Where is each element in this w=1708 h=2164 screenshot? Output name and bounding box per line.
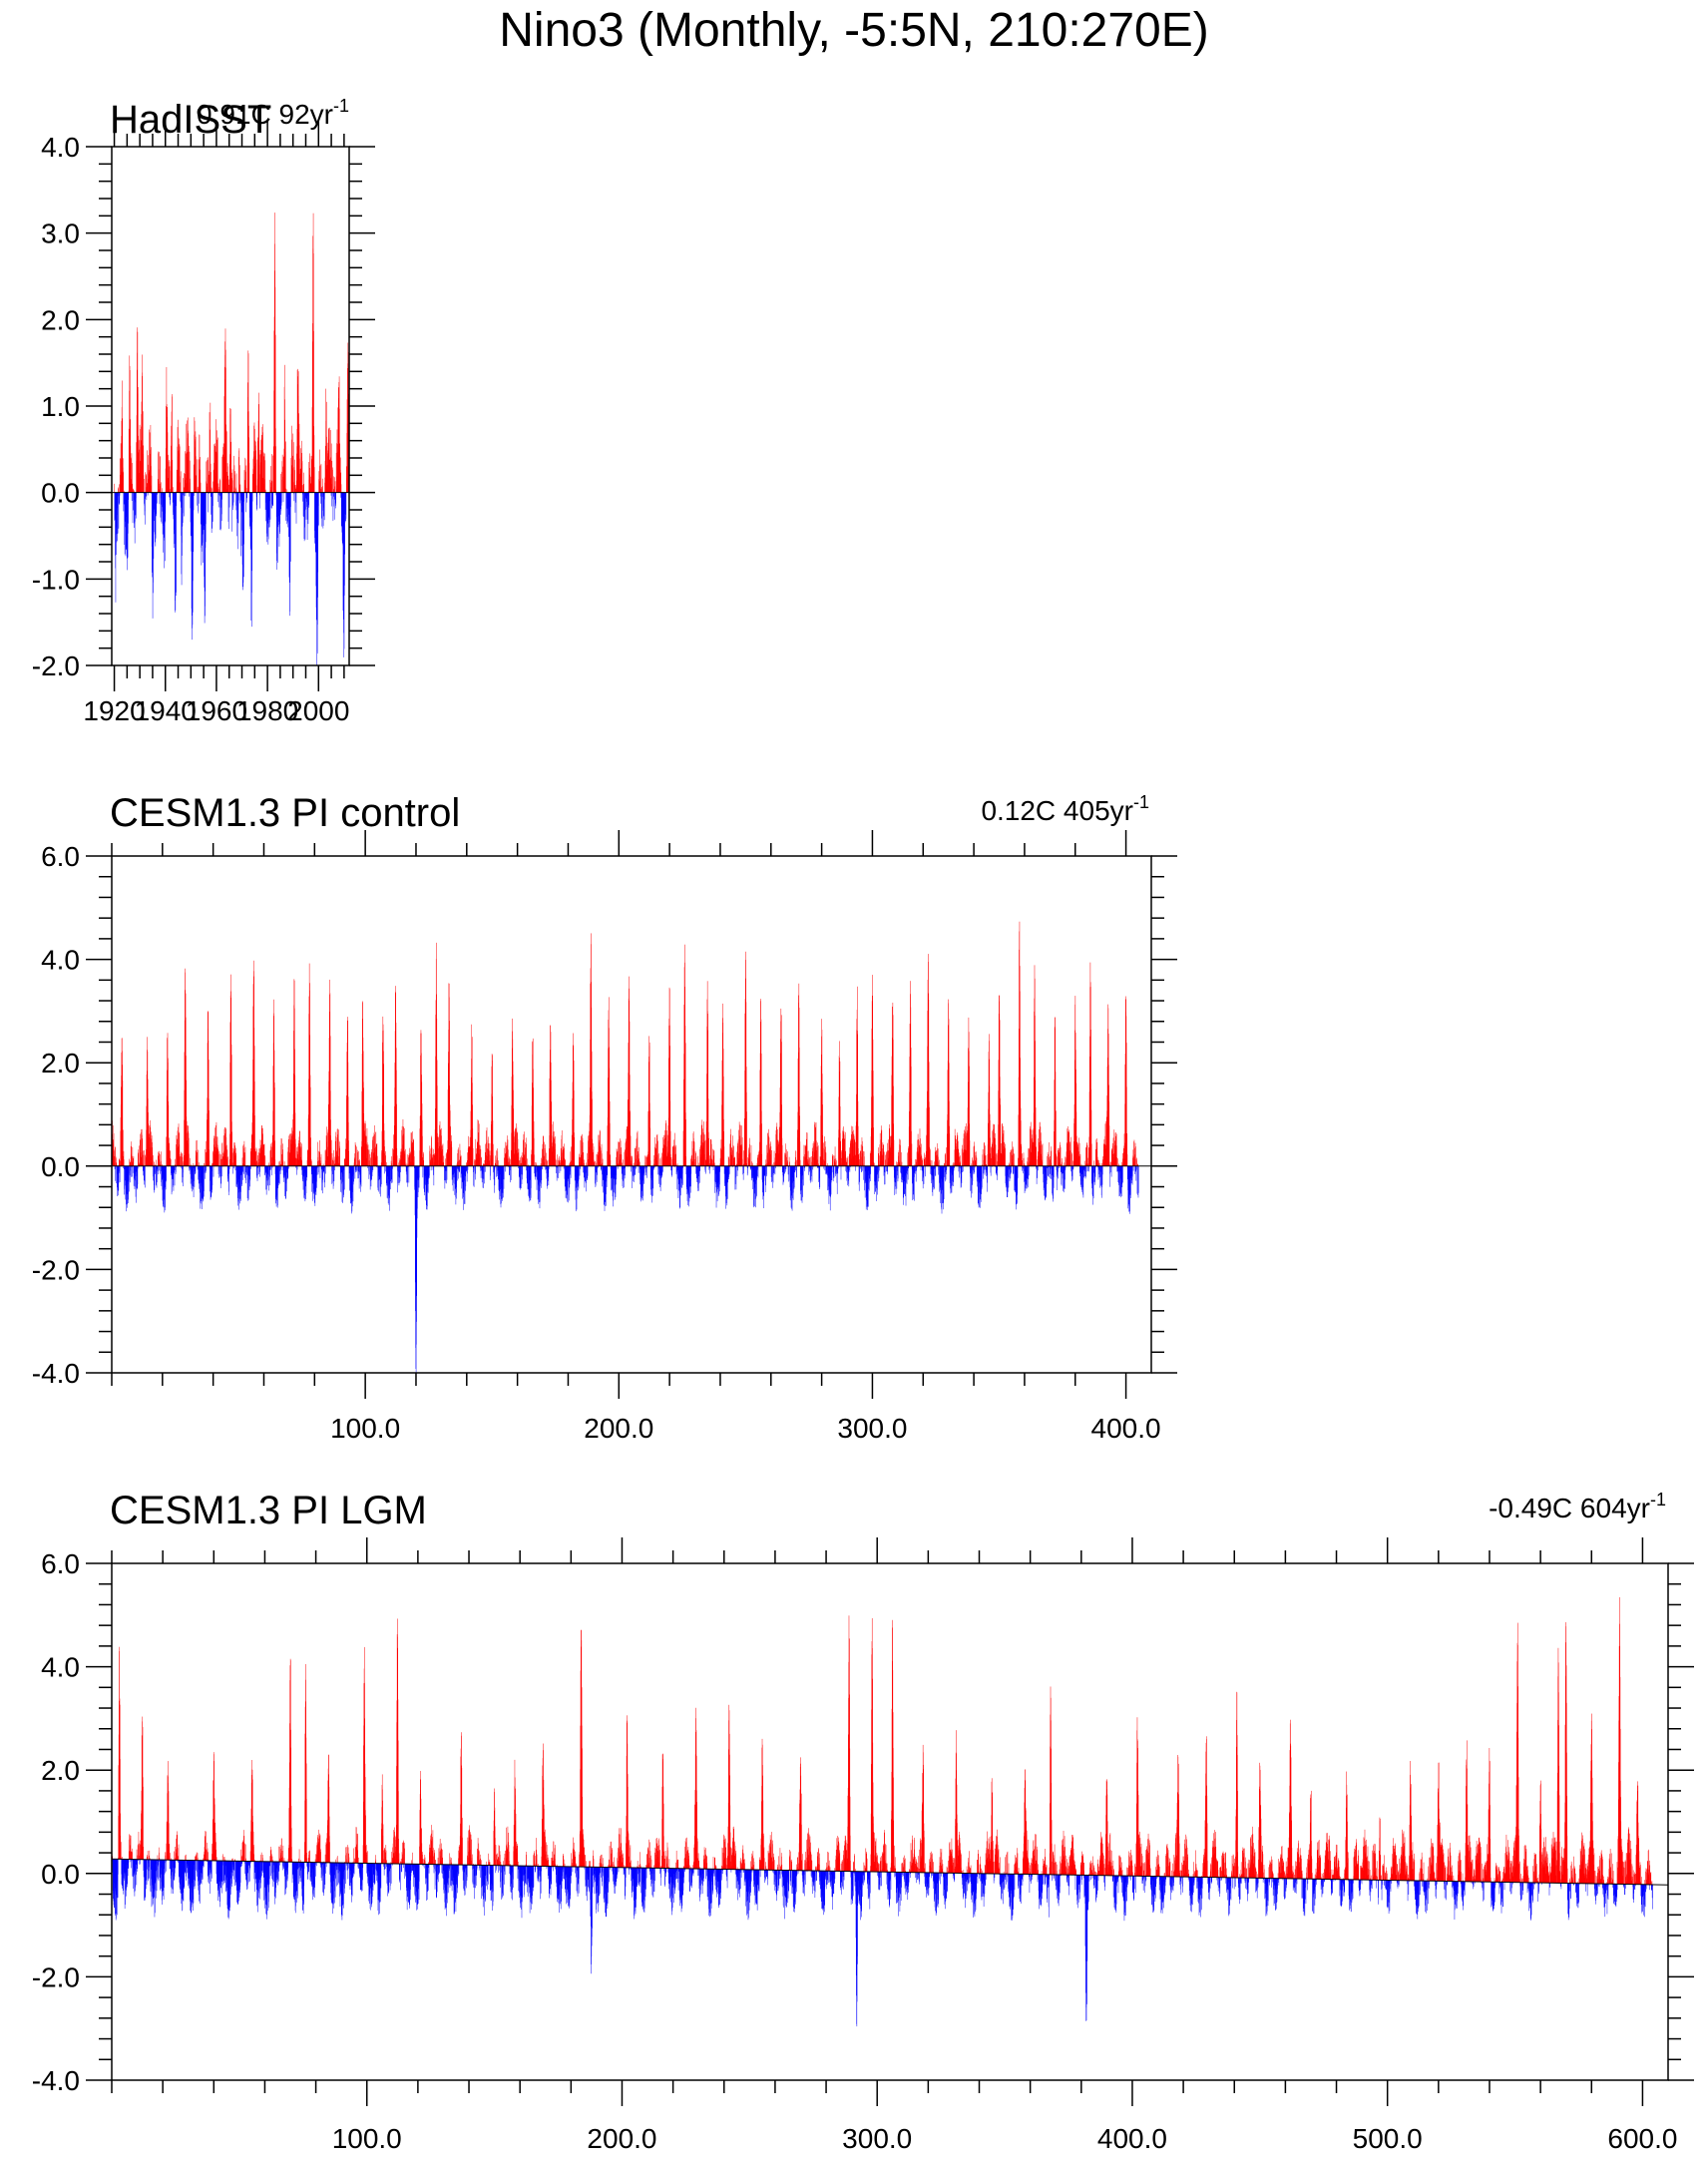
annotation-value: 0.12C 405yr (981, 795, 1133, 826)
y-tick-label: 6.0 (41, 1548, 80, 1579)
x-tick-label: 1940 (135, 695, 197, 726)
negative-anomaly-bars (114, 1165, 1139, 1373)
negative-anomaly-bars (114, 492, 347, 665)
positive-anomaly-bars (111, 921, 1139, 1166)
lgm-panel: CESM1.3 PI LGM -0.49C 604yr-1 -4.0 -2.0 0.… (32, 1489, 1694, 2154)
panel-title: CESM1.3 PI control (110, 791, 460, 835)
negative-anomaly-bars (111, 1859, 1653, 2027)
y-tick-label: 2.0 (41, 304, 80, 335)
panel-annotation: 0.91C 92yr-1 (197, 96, 349, 130)
x-tick-label: 500.0 (1353, 2123, 1423, 2154)
hadisst-panel: HadISST 0.91C 92yr-1 -2.0-1.00.01.02.03.… (32, 96, 375, 726)
y-tick-label: -2.0 (32, 650, 80, 681)
y-tick-label: 0.0 (41, 1859, 80, 1890)
y-tick-label: 2.0 (41, 1048, 80, 1079)
plot-frame (111, 1562, 1669, 2081)
x-tick-label: 1980 (236, 695, 298, 726)
plot-frame (111, 855, 1152, 1374)
x-tick-label: 600.0 (1607, 2123, 1677, 2154)
positive-anomaly-bars (114, 213, 350, 493)
y-tick-label: 1.0 (41, 391, 80, 422)
y-tick-label: 6.0 (41, 841, 80, 872)
y-tick-label: 4.0 (41, 132, 80, 163)
y-tick-label: 2.0 (41, 1755, 80, 1786)
x-tick-label: 100.0 (332, 2123, 402, 2154)
x-tick-label: 200.0 (587, 2123, 656, 2154)
annotation-value: 0.91C 92yr (197, 99, 333, 130)
annotation-exponent: -1 (333, 96, 349, 116)
y-tick-label: 4.0 (41, 945, 80, 976)
threshold-line (111, 1858, 1669, 1886)
annotation-value: -0.49C 604yr (1489, 1493, 1650, 1523)
y-tick-label: 0.0 (41, 478, 80, 509)
y-tick-label: -1.0 (32, 564, 80, 595)
x-tick-label: 400.0 (1091, 1413, 1161, 1444)
x-tick-label: 300.0 (842, 2123, 912, 2154)
y-tick-label: 4.0 (41, 1652, 80, 1683)
y-tick-label: -4.0 (32, 2065, 80, 2096)
x-tick-label: 1960 (186, 695, 247, 726)
figure-title: Nino3 (Monthly, -5:5N, 210:270E) (499, 4, 1209, 57)
annotation-exponent: -1 (1133, 792, 1149, 812)
x-tick-label: 2000 (287, 695, 349, 726)
y-tick-label: -2.0 (32, 1254, 80, 1285)
y-tick-label: -4.0 (32, 1358, 80, 1389)
x-tick-label: 300.0 (837, 1413, 907, 1444)
y-tick-label: 0.0 (41, 1151, 80, 1182)
panel-annotation: -0.49C 604yr-1 (1489, 1490, 1666, 1523)
y-tick-label: -2.0 (32, 1961, 80, 1992)
x-tick-label: 200.0 (584, 1413, 653, 1444)
positive-anomaly-bars (112, 1596, 1653, 1886)
x-tick-label: 1920 (83, 695, 145, 726)
x-tick-label: 400.0 (1097, 2123, 1167, 2154)
panel-title: CESM1.3 PI LGM (110, 1489, 427, 1532)
x-tick-label: 100.0 (330, 1413, 400, 1444)
annotation-exponent: -1 (1650, 1490, 1666, 1510)
y-tick-label: 3.0 (41, 218, 80, 249)
pi-control-panel: CESM1.3 PI control 0.12C 405yr-1 -4.0 -2.… (32, 791, 1177, 1444)
panel-annotation: 0.12C 405yr-1 (981, 792, 1149, 826)
